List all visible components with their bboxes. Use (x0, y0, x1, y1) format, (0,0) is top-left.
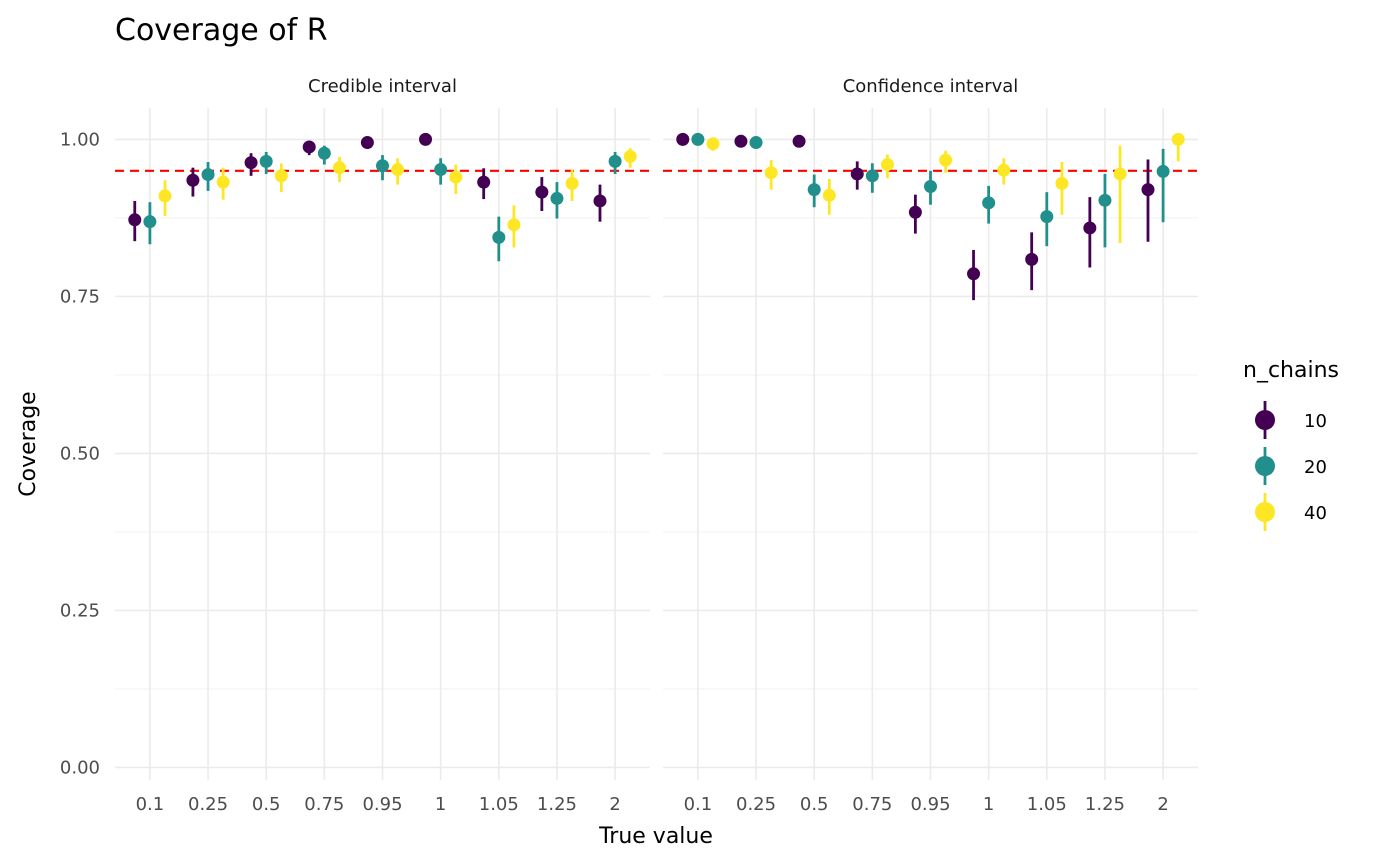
data-point (676, 132, 690, 146)
legend: n_chains 10 20 40 (1243, 358, 1339, 531)
data-point (1141, 183, 1155, 197)
panels: 0.1 0.25 0.5 0.75 0.95 1 1.05 1.25 20.000.250.50… (60, 76, 1198, 815)
data-point (550, 191, 564, 205)
x-axis-title: True value (598, 824, 713, 849)
data-point (691, 132, 705, 146)
legend-label: 40 (1304, 503, 1327, 524)
x-tick-label: 0.5 (252, 794, 281, 815)
x-tick-label: 0.75 (852, 794, 892, 815)
data-point (259, 154, 273, 168)
data-point (764, 166, 778, 180)
x-tick-label: 1.25 (1085, 794, 1125, 815)
x-tick-label: 1.05 (1027, 794, 1067, 815)
x-tick-label: 0.5 (800, 794, 829, 815)
data-point (158, 189, 172, 203)
data-point (1040, 210, 1054, 224)
chart-title: Coverage of R (115, 13, 328, 48)
data-point (360, 136, 374, 150)
data-point (186, 173, 200, 187)
data-point (822, 188, 836, 202)
panel-title: Confidence interval (843, 76, 1019, 97)
data-point (939, 153, 953, 167)
data-point (1055, 176, 1069, 190)
data-point (449, 170, 463, 184)
x-tick-label: 1.05 (479, 794, 519, 815)
x-tick-label: 1.25 (537, 794, 577, 815)
x-tick-label: 0.25 (736, 794, 776, 815)
data-point (391, 163, 405, 177)
panel-2: 0.1 0.25 0.5 0.75 0.95 1 1.05 1.25 2 Confidence i… (663, 76, 1198, 815)
y-tick-label: 0.00 (60, 757, 100, 778)
data-point (492, 230, 506, 244)
data-point (982, 196, 996, 210)
x-tick-label: 0.25 (188, 794, 228, 815)
data-point (565, 176, 579, 190)
data-point (143, 215, 157, 229)
data-point (477, 175, 491, 189)
y-tick-label: 1.00 (60, 129, 100, 150)
x-tick-label: 2 (609, 794, 620, 815)
y-tick-label: 0.75 (60, 286, 100, 307)
data-point (908, 205, 922, 219)
data-point (623, 149, 637, 163)
y-tick-label: 0.25 (60, 600, 100, 621)
panel-1: 0.1 0.25 0.5 0.75 0.95 1 1.05 1.25 2 0.00 0.25 0.50… (60, 76, 650, 815)
x-tick-label: 2 (1157, 794, 1168, 815)
x-tick-label: 0.95 (362, 794, 402, 815)
data-point (1156, 164, 1170, 178)
x-tick-label: 0.95 (910, 794, 950, 815)
data-point (608, 154, 622, 168)
x-tick-label: 0.1 (684, 794, 713, 815)
data-point (274, 169, 288, 183)
x-tick-label: 0.75 (304, 794, 344, 815)
data-point (317, 146, 331, 160)
data-point (128, 213, 142, 227)
data-point (1113, 167, 1127, 181)
data-point (1171, 132, 1185, 146)
data-point (1083, 221, 1097, 235)
data-point (997, 163, 1011, 177)
data-point (807, 183, 821, 197)
data-point (216, 175, 230, 189)
data-point (302, 140, 316, 154)
data-point (419, 132, 433, 146)
data-point (1025, 252, 1039, 266)
data-point (734, 134, 748, 148)
y-tick-label: 0.50 (60, 443, 100, 464)
data-point (706, 137, 720, 151)
data-point (535, 185, 549, 199)
x-tick-label: 1 (435, 794, 446, 815)
data-point (749, 136, 763, 150)
data-point (865, 169, 879, 183)
legend-key-dot (1255, 502, 1275, 522)
data-point (593, 194, 607, 208)
data-point (792, 134, 806, 148)
data-point (244, 156, 258, 170)
legend-key-dot (1255, 410, 1275, 430)
data-point (201, 168, 215, 182)
data-point (1098, 193, 1112, 207)
data-point (967, 267, 981, 281)
data-point (507, 218, 521, 232)
data-point (332, 161, 346, 175)
legend-key-dot (1255, 456, 1275, 476)
legend-label: 20 (1304, 457, 1327, 478)
data-point (376, 159, 389, 173)
panel-title: Credible interval (308, 76, 457, 97)
x-tick-label: 0.1 (136, 794, 165, 815)
data-point (434, 163, 448, 177)
data-point (924, 180, 937, 194)
data-point (880, 158, 894, 172)
y-axis-title: Coverage (16, 391, 41, 496)
legend-label: 10 (1304, 411, 1327, 432)
legend-title: n_chains (1243, 358, 1339, 383)
data-point (850, 167, 864, 181)
x-tick-label: 1 (983, 794, 994, 815)
